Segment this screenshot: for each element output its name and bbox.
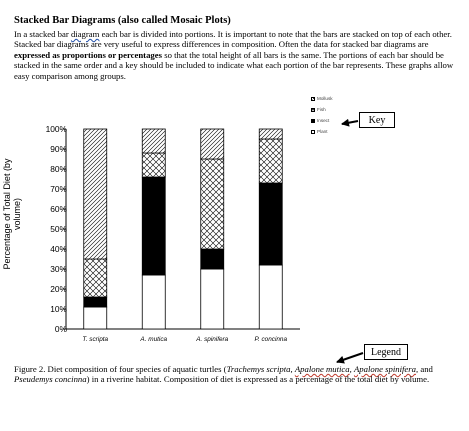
intro-text-1: In a stacked bar	[14, 29, 71, 39]
caption-sep-3: , and	[416, 364, 433, 374]
y-tick-label: 80%	[50, 164, 67, 174]
x-tick-label: T. scripta	[82, 336, 109, 343]
y-tick-label: 40%	[50, 244, 67, 254]
legend-entry-plant: Plant	[311, 129, 327, 134]
bar-segment-mollusk-a-spinifera	[200, 128, 225, 160]
legend-entry-fish: Fish	[311, 107, 326, 112]
intro-text-3: so that the total height of all bars is …	[14, 49, 454, 81]
bar-segment-plant-a-spinifera	[200, 268, 225, 330]
caption-sep-2: ,	[349, 364, 354, 374]
legend-callout: Legend	[364, 344, 408, 360]
legend-label: Mollusk	[317, 96, 333, 101]
y-tick-label: 50%	[50, 224, 67, 234]
legend-arrow	[336, 352, 364, 364]
y-tick-label: 100%	[45, 124, 67, 134]
bar-segment-fish-a-spinifera	[200, 158, 225, 250]
caption-text-1: Figure 2. Diet composition of four speci…	[14, 364, 227, 374]
bar-segment-plant-p-concinna	[258, 264, 283, 330]
bar-segment-insect-p-concinna	[258, 182, 283, 266]
intro-bold-text: expressed as proportions or percentages	[14, 49, 163, 60]
bar-segment-mollusk-a-mutica	[141, 128, 166, 154]
legend-swatch	[311, 107, 315, 112]
legend-swatch	[311, 96, 315, 101]
bar-segment-plant-a-mutica	[141, 274, 166, 330]
y-tick-label: 20%	[50, 284, 67, 294]
x-tick-label: A. spinifera	[196, 336, 229, 343]
bar-segment-insect-a-mutica	[141, 176, 166, 276]
bar-segment-fish-p-concinna	[258, 138, 283, 184]
key-callout: Key	[359, 112, 395, 128]
key-arrow	[341, 118, 359, 127]
legend-entry-mollusk: Mollusk	[311, 96, 333, 101]
x-tick-label: P. concinna	[254, 336, 288, 343]
caption-species-4: Pseudemys concinna	[14, 374, 87, 385]
x-tick-label: A. mutica	[140, 336, 168, 343]
y-tick-label: 10%	[50, 304, 67, 314]
bar-segment-mollusk-p-concinna	[258, 128, 283, 140]
bar-segment-fish-a-mutica	[141, 152, 166, 178]
y-tick-label: 0%	[54, 324, 67, 334]
legend-label: Plant	[317, 129, 328, 134]
y-tick-label: 90%	[50, 144, 67, 154]
bar-segment-fish-t-scripta	[83, 258, 108, 298]
caption-sep-1: ,	[290, 364, 295, 374]
intro-text-2: each bar is divided into portions. It is…	[14, 29, 452, 50]
intro-link-diagram: diagram	[70, 29, 100, 39]
figure-caption: Figure 2. Diet composition of four speci…	[14, 364, 464, 385]
caption-text-2: ) in a riverine habitat. Composition of …	[86, 374, 430, 385]
legend-swatch	[311, 118, 315, 123]
y-tick-label: 60%	[50, 204, 67, 214]
bar-segment-plant-t-scripta	[83, 306, 108, 330]
legend-label: Insect	[317, 118, 330, 123]
legend-label: Fish	[317, 107, 326, 112]
legend-swatch	[311, 129, 315, 134]
page-title: Stacked Bar Diagrams (also called Mosaic…	[14, 15, 231, 26]
legend-entry-insect: Insect	[311, 118, 329, 123]
bar-segment-insect-a-spinifera	[200, 248, 225, 270]
caption-species-3: Apalone spinifera	[353, 364, 416, 374]
intro-paragraph: In a stacked bar diagram each bar is div…	[14, 29, 462, 81]
caption-species-1: Trachemys scripta	[226, 364, 291, 374]
y-tick-label: 70%	[50, 184, 67, 194]
y-tick-label: 30%	[50, 264, 67, 274]
bar-segment-insect-t-scripta	[83, 296, 108, 308]
caption-species-2: Apalone mutica	[294, 364, 350, 374]
bar-segment-mollusk-t-scripta	[83, 128, 108, 260]
